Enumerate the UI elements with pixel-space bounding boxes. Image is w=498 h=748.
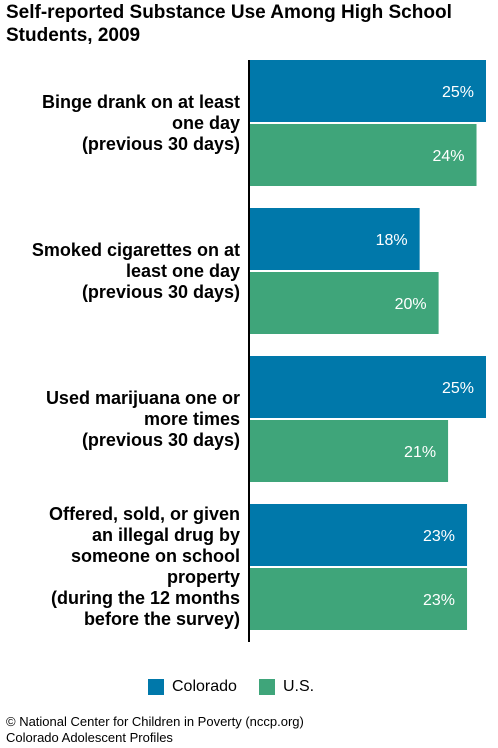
legend: Colorado U.S.	[148, 677, 336, 697]
chart-title: Self-reported Substance Use Among High S…	[6, 1, 492, 47]
category-label-2-line-2: (previous 30 days)	[81, 429, 240, 450]
category-label-2-line-0: Used marijuana one or	[45, 387, 240, 408]
legend-label-colorado: Colorado	[172, 678, 237, 695]
category-label-1: Smoked cigarettes on at least one day (pre…	[32, 240, 240, 303]
data-label-colorado-2: 25%	[442, 380, 474, 397]
category-label-1-line-1: least one day	[125, 260, 240, 281]
source-note: © National Center for Children in Povert…	[6, 714, 304, 746]
bar-us-2	[249, 420, 449, 482]
data-label-colorado-1: 18%	[376, 232, 408, 249]
category-label-3-line-2: someone on school	[70, 546, 240, 566]
bar-us-1	[249, 272, 439, 334]
bar-colorado-1	[249, 208, 420, 270]
category-label-0-line-0: Binge drank on at least	[41, 91, 240, 112]
category-label-3: Offered, sold, or given an illegal drug b…	[49, 504, 240, 630]
bar-colorado-3	[249, 504, 468, 566]
category-label-2: Used marijuana one or more times (previous…	[46, 388, 240, 451]
data-label-colorado-0: 25%	[442, 84, 474, 101]
bar-us-3	[249, 568, 468, 630]
source-line-2: Colorado Adolescent Profiles	[6, 730, 173, 745]
category-label-0-line-2: (previous 30 days)	[81, 133, 240, 154]
chart-title-line-1: Self-reported Substance Use Among High S…	[6, 2, 452, 23]
bar-us-0	[249, 124, 477, 186]
category-label-3-line-5: before the survey)	[83, 609, 240, 629]
legend-swatch-colorado	[148, 679, 164, 695]
data-label-us-2: 21%	[404, 444, 436, 461]
legend-label-us: U.S.	[282, 678, 315, 695]
data-label-us-3: 23%	[423, 592, 455, 609]
data-label-us-0: 24%	[432, 148, 464, 165]
category-label-1-line-2: (previous 30 days)	[81, 281, 240, 302]
category-label-3-line-0: Offered, sold, or given	[48, 504, 240, 524]
category-label-3-line-4: (during the 12 months	[51, 588, 240, 608]
category-label-3-line-3: property	[166, 567, 240, 587]
category-label-3-line-1: an illegal drug by	[91, 525, 240, 545]
bar-colorado-0	[249, 60, 486, 122]
source-line-1: © National Center for Children in Povert…	[6, 714, 304, 729]
data-label-us-1: 20%	[395, 296, 427, 313]
legend-swatch-us	[258, 679, 275, 695]
bar-colorado-2	[249, 356, 486, 418]
category-label-0: Binge drank on at least one day (previous …	[42, 92, 240, 155]
category-label-1-line-0: Smoked cigarettes on at	[31, 239, 240, 260]
category-label-2-line-1: more times	[143, 408, 240, 429]
category-label-0-line-1: one day	[171, 112, 240, 133]
chart-title-line-2: Students, 2009	[6, 25, 141, 46]
data-label-colorado-3: 23%	[423, 528, 455, 545]
